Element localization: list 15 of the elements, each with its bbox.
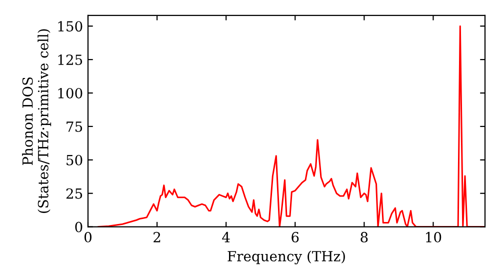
x-axis-title: Frequency (THz)	[228, 250, 345, 264]
x-tick-label: 10	[426, 232, 442, 242]
y-tick-label: 25	[66, 188, 82, 199]
y-axis-title: Phonon DOS (States/THz·primitive cell)	[22, 29, 52, 213]
x-tick-label: 6	[292, 232, 299, 242]
x-tick-label: 2	[154, 232, 160, 242]
y-tick-label: 0	[75, 222, 82, 232]
y-tick-label: 75	[66, 122, 82, 132]
x-tick-label: 4	[222, 232, 230, 242]
x-tick-label: 8	[360, 232, 368, 242]
y-tick-label: 50	[66, 154, 82, 166]
x-tick-label: 0	[84, 232, 92, 242]
y-tick-label: 150	[58, 21, 82, 32]
y-tick-label: 100	[58, 88, 82, 98]
y-tick-label: 125	[58, 54, 82, 66]
